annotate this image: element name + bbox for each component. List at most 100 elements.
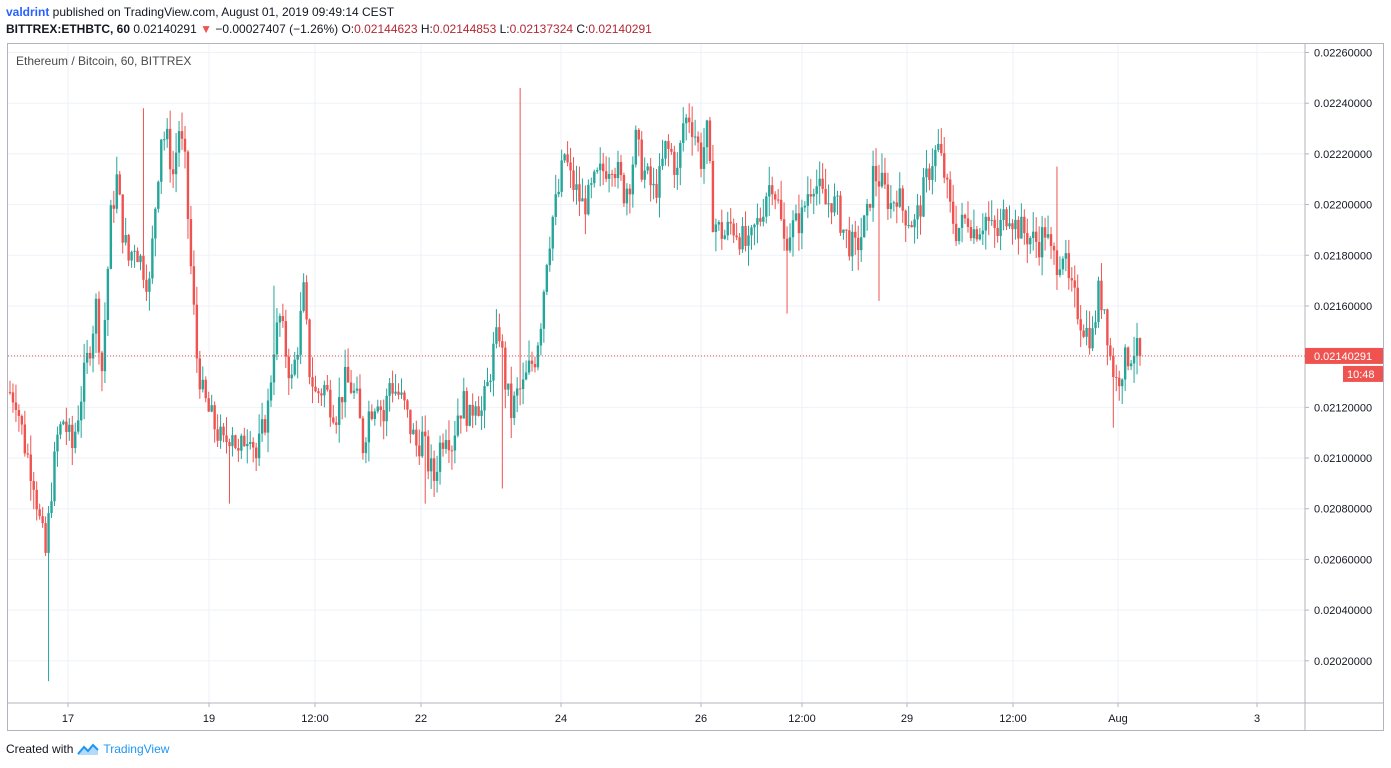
candle-body xyxy=(993,219,996,228)
candle xyxy=(1126,346,1130,371)
candle-body xyxy=(340,397,344,403)
candle-body xyxy=(824,188,827,205)
candle xyxy=(685,113,688,141)
candle-body xyxy=(815,186,818,194)
candle-body xyxy=(536,345,540,368)
candle xyxy=(827,184,830,218)
candle xyxy=(848,216,851,261)
candle-body xyxy=(943,153,946,178)
candle-body xyxy=(883,172,887,185)
candle-body xyxy=(290,374,293,379)
candle-body xyxy=(1014,219,1017,230)
candle-body xyxy=(174,152,178,175)
y-tick-label: 0.02120000 xyxy=(1314,402,1372,414)
candle-body xyxy=(530,360,534,364)
candle xyxy=(394,374,397,396)
candle xyxy=(50,482,53,518)
candle xyxy=(340,397,344,420)
countdown-label: 10:48 xyxy=(1347,369,1375,381)
candle xyxy=(676,152,679,190)
candle xyxy=(171,150,175,188)
candle-body xyxy=(1026,233,1029,245)
candle xyxy=(1034,217,1038,259)
candle-body xyxy=(201,379,204,390)
candle xyxy=(601,152,605,185)
candle xyxy=(115,156,118,214)
candle-body xyxy=(388,383,391,396)
candle xyxy=(596,167,599,174)
candle-body xyxy=(468,404,471,426)
candle xyxy=(483,379,486,429)
candle xyxy=(465,387,468,432)
candle xyxy=(1049,227,1053,259)
candle-body xyxy=(510,383,513,419)
candle-body xyxy=(68,424,71,432)
candle-body xyxy=(1129,363,1133,367)
candle-body xyxy=(696,136,700,143)
candle-body xyxy=(338,397,341,425)
candle-body xyxy=(1034,231,1038,242)
price-chart[interactable]: 0.02020000 0.02040000 0.02060000 0.02080000… xyxy=(8,44,1383,730)
candle xyxy=(963,213,967,224)
author-link[interactable]: valdrint xyxy=(6,5,50,19)
candle-body xyxy=(1135,338,1139,356)
candle xyxy=(934,145,937,182)
candle-body xyxy=(868,203,872,208)
candle xyxy=(317,388,320,404)
candle-body xyxy=(483,386,486,411)
candle-body xyxy=(426,436,430,472)
candle xyxy=(97,291,101,365)
candle-body xyxy=(865,203,869,216)
candle-body xyxy=(65,421,68,432)
candle-body xyxy=(266,400,270,433)
candle xyxy=(32,472,35,510)
candle xyxy=(717,220,721,231)
tradingview-logo-icon xyxy=(77,743,100,755)
x-tick-label: 19 xyxy=(203,713,215,725)
candle-body xyxy=(557,191,560,195)
candle-body xyxy=(782,219,786,239)
candle xyxy=(871,150,875,222)
candle xyxy=(593,169,596,188)
candle-body xyxy=(361,418,365,454)
candle xyxy=(536,342,540,371)
candle xyxy=(791,210,795,257)
candle xyxy=(744,211,747,252)
y-tick-label: 0.02180000 xyxy=(1314,250,1372,262)
candle-body xyxy=(987,216,990,221)
candle xyxy=(658,153,661,218)
candle xyxy=(815,169,818,206)
candle xyxy=(216,414,219,448)
candle-body xyxy=(180,131,184,139)
candle-body xyxy=(53,451,56,502)
candle xyxy=(729,208,732,235)
candle-body xyxy=(471,404,474,416)
candle-body xyxy=(848,230,851,257)
tradingview-brand-link[interactable]: TradingView xyxy=(103,742,170,756)
candle-body xyxy=(234,435,237,448)
candle-body xyxy=(806,194,810,206)
candle-body xyxy=(77,420,80,432)
x-tick-label: 17 xyxy=(62,713,74,725)
candle xyxy=(293,351,296,377)
candle-body xyxy=(753,224,756,228)
candle-body xyxy=(705,120,709,148)
chart-container[interactable]: 0.02020000 0.02040000 0.02060000 0.02080000… xyxy=(7,43,1384,731)
candle xyxy=(246,429,249,464)
candle-body xyxy=(142,255,145,280)
candle xyxy=(530,351,534,372)
candle-body xyxy=(465,391,468,426)
candle xyxy=(806,176,810,219)
candle-body xyxy=(35,489,38,510)
candle-body xyxy=(708,120,712,161)
candle-body xyxy=(839,195,842,233)
candle xyxy=(338,377,341,443)
candle xyxy=(587,179,590,216)
candle xyxy=(335,416,338,434)
candle xyxy=(913,213,916,244)
candle-body xyxy=(409,409,412,435)
candle-body xyxy=(8,392,12,394)
candle xyxy=(732,218,735,244)
candle-body xyxy=(370,411,374,419)
candle-body xyxy=(797,213,801,234)
